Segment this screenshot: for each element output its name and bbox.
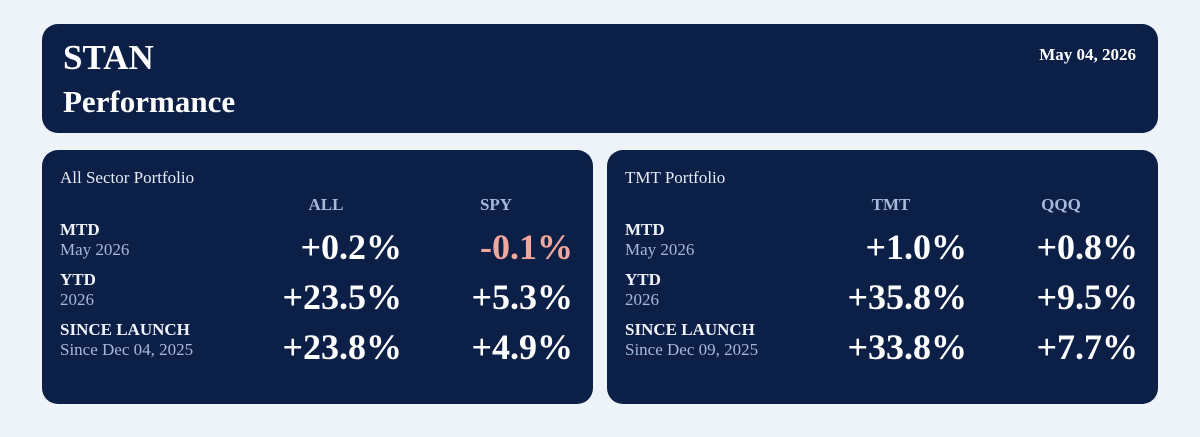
date: May 04, 2026 — [1039, 45, 1136, 64]
row-sublabel: May 2026 — [625, 240, 695, 259]
panel-title: All Sector Portfolio — [60, 168, 195, 187]
header: STAN Performance May 04, 2026 — [42, 24, 1158, 133]
return-value: +9.5% — [1036, 277, 1138, 317]
column-header: TMT — [871, 195, 911, 214]
row-sublabel: Since Dec 09, 2025 — [625, 340, 759, 359]
return-value: +0.2% — [300, 227, 402, 267]
row-label: YTD — [625, 270, 661, 289]
row-label: SINCE LAUNCH — [625, 320, 755, 339]
row-sublabel: May 2026 — [60, 240, 130, 259]
return-value: +7.7% — [1036, 327, 1138, 367]
column-header: ALL — [308, 195, 344, 214]
subtitle: Performance — [63, 84, 236, 119]
portfolio-panel: All Sector Portfolio ALL SPY MTD May 2026 +0.… — [42, 150, 593, 404]
return-value: -0.1% — [480, 227, 573, 267]
return-value: +23.5% — [282, 277, 402, 317]
title: STAN — [63, 38, 154, 77]
portfolio-panel: TMT Portfolio TMT QQQ MTD May 2026 +1.0% +0.8%… — [607, 150, 1158, 404]
row-label: MTD — [625, 220, 665, 239]
return-value: +23.8% — [282, 327, 402, 367]
column-header: QQQ — [1041, 195, 1081, 214]
return-value: +33.8% — [847, 327, 967, 367]
row-label: SINCE LAUNCH — [60, 320, 190, 339]
row-sublabel: 2026 — [60, 290, 94, 309]
row-sublabel: Since Dec 04, 2025 — [60, 340, 194, 359]
return-value: +35.8% — [847, 277, 967, 317]
return-value: +0.8% — [1036, 227, 1138, 267]
row-label: YTD — [60, 270, 96, 289]
return-value: +1.0% — [865, 227, 967, 267]
panel-title: TMT Portfolio — [625, 168, 726, 187]
row-sublabel: 2026 — [625, 290, 659, 309]
row-label: MTD — [60, 220, 100, 239]
return-value: +5.3% — [471, 277, 573, 317]
return-value: +4.9% — [471, 327, 573, 367]
column-header: SPY — [479, 195, 513, 214]
